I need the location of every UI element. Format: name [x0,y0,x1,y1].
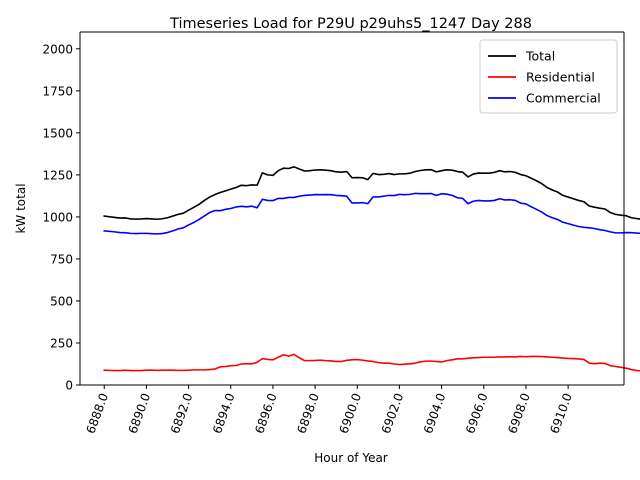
legend-label-total: Total [525,49,555,64]
x-tick-label: 6904.0 [421,391,449,435]
x-tick-label: 6898.0 [294,391,322,435]
x-tick-label: 6902.0 [379,391,407,435]
x-axis-ticks: 6888.0 6890.0 6892.0 6894.0 6896.0 6898.0 6900… [84,385,575,435]
y-tick-label: 0 [65,379,73,393]
chart-title: Timeseries Load for P29U p29uhs5_1247 Da… [169,16,532,32]
x-tick-label: 6890.0 [126,391,154,435]
y-tick-label: 500 [50,294,73,308]
y-tick-label: 1250 [42,168,73,182]
x-axis-label: Hour of Year [314,451,388,465]
series-line-commercial [103,192,640,235]
x-tick-label: 6900.0 [337,391,365,435]
y-axis-label: kW total [14,183,28,233]
y-tick-label: 2000 [42,42,73,56]
legend-box [479,39,618,114]
x-tick-label: 6906.0 [463,391,491,435]
y-tick-label: 750 [50,252,73,266]
legend-label-residential: Residential [526,70,595,85]
y-tick-label: 250 [50,336,73,350]
x-tick-label: 6896.0 [252,391,280,435]
y-axis-ticks: 0 250 500 750 1000 1250 1500 1750 2000 [42,42,80,393]
x-tick-label: 6892.0 [168,391,196,435]
series-layer [103,166,640,372]
x-tick-label: 6888.0 [84,391,112,435]
series-line-residential [103,353,640,372]
y-tick-label: 1750 [42,84,73,98]
y-tick-label: 1500 [42,126,73,140]
y-tick-label: 1000 [42,210,73,224]
series-line-total [103,166,640,221]
legend: Total Residential Commercial [479,39,618,114]
x-tick-label: 6908.0 [505,391,533,435]
legend-label-commercial: Commercial [526,91,601,106]
x-tick-label: 6894.0 [210,391,238,435]
x-tick-label: 6910.0 [547,391,575,435]
